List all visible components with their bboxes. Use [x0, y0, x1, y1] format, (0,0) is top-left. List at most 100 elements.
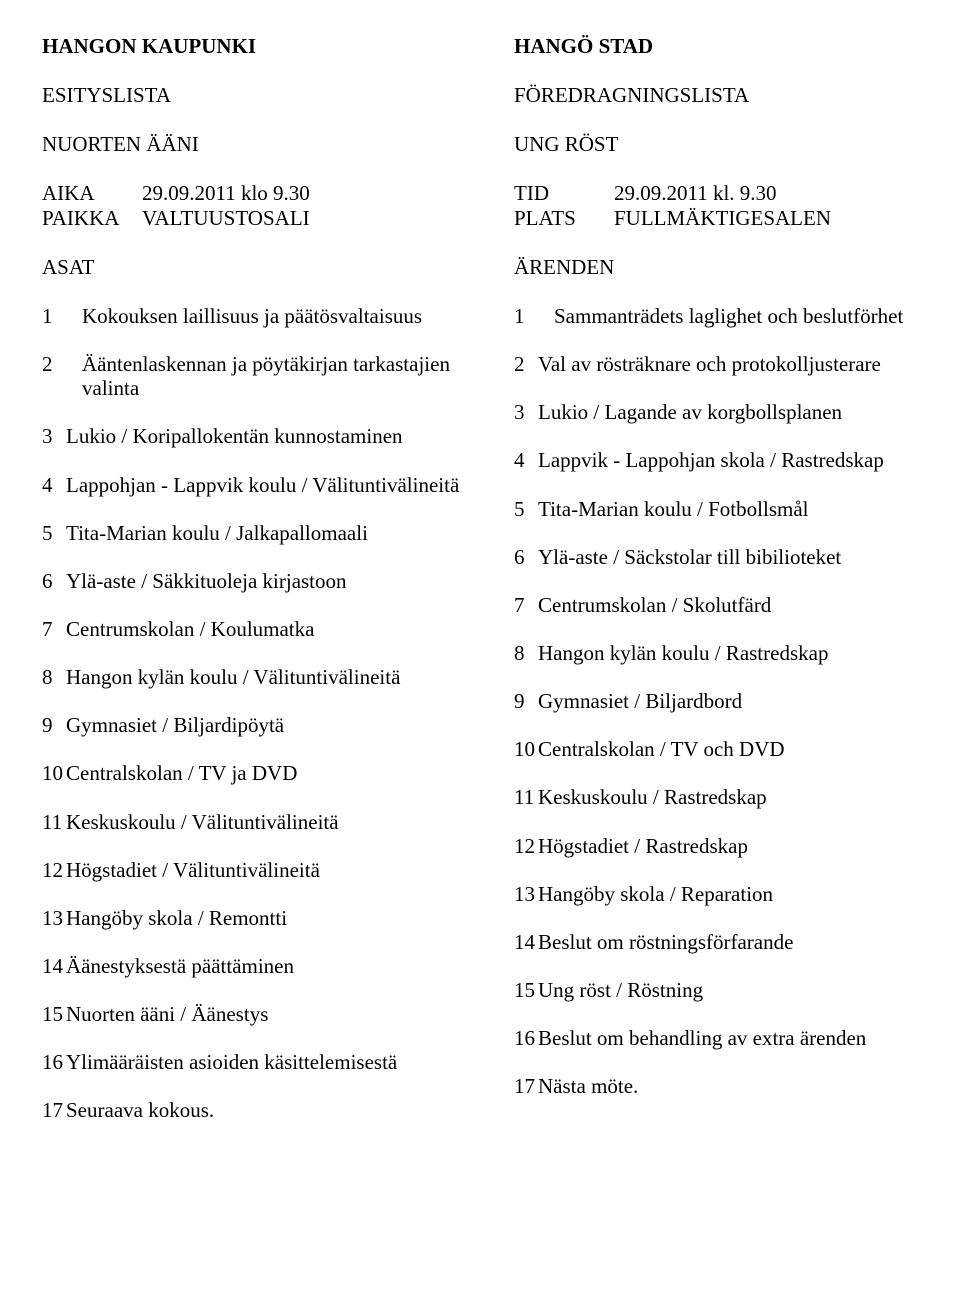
time-value-left: 29.09.2011 klo 9.30 — [142, 181, 310, 206]
time-value-right: 29.09.2011 kl. 9.30 — [614, 181, 777, 206]
agenda-item-text: Seuraava kokous. — [66, 1098, 494, 1122]
agenda-item: 7Centrumskolan / Koulumatka — [42, 617, 494, 641]
agenda-item: 6Ylä-aste / Säckstolar till bibilioteket — [514, 545, 904, 569]
column-left: HANGON KAUPUNKI ESITYSLISTA NUORTEN ÄÄNI… — [42, 34, 514, 1147]
agenda-item-number: 2 — [42, 352, 66, 400]
agenda-item: 12Högstadiet / Välituntivälineitä — [42, 858, 494, 882]
agenda-item-text: Hangöby skola / Reparation — [538, 882, 904, 906]
agenda-item-text: Ylä-aste / Säckstolar till bibilioteket — [538, 545, 904, 569]
agenda-item-number: 11 — [514, 785, 538, 809]
agenda-item-number: 10 — [42, 761, 66, 785]
agenda-item-number: 6 — [514, 545, 538, 569]
agenda-item-text: Högstadiet / Rastredskap — [538, 834, 904, 858]
agenda-item-number: 1 — [514, 304, 538, 328]
agenda-item-number: 8 — [514, 641, 538, 665]
agenda-item-text: Nuorten ääni / Äänestys — [66, 1002, 494, 1026]
place-value-right: FULLMÄKTIGESALEN — [614, 206, 831, 231]
place-row-right: PLATS FULLMÄKTIGESALEN — [514, 206, 904, 231]
agenda-item-number: 3 — [42, 424, 66, 448]
agenda-item-number: 7 — [42, 617, 66, 641]
column-right: HANGÖ STAD FÖREDRAGNINGSLISTA UNG RÖST T… — [514, 34, 904, 1147]
agenda-item-text: Ylä-aste / Säkkituoleja kirjastoon — [66, 569, 494, 593]
agenda-item: 3Lukio / Koripallokentän kunnostaminen — [42, 424, 494, 448]
doc-type-right: FÖREDRAGNINGSLISTA — [514, 83, 904, 108]
agenda-item-number: 9 — [514, 689, 538, 713]
agenda-item-number: 7 — [514, 593, 538, 617]
agenda-item: 10Centralskolan / TV och DVD — [514, 737, 904, 761]
agenda-item-text: Hangon kylän koulu / Rastredskap — [538, 641, 904, 665]
agenda-item-number: 9 — [42, 713, 66, 737]
page: HANGON KAUPUNKI ESITYSLISTA NUORTEN ÄÄNI… — [0, 0, 960, 1294]
agenda-item-text: Keskuskoulu / Välituntivälineitä — [66, 810, 494, 834]
agenda-item-number: 5 — [42, 521, 66, 545]
agenda-item: 3Lukio / Lagande av korgbollsplanen — [514, 400, 904, 424]
agenda-item-text: Keskuskoulu / Rastredskap — [538, 785, 904, 809]
agenda-item-number: 10 — [514, 737, 538, 761]
place-value-left: VALTUUSTOSALI — [142, 206, 310, 231]
agenda-item-number: 17 — [514, 1074, 538, 1098]
agenda-item: 17Nästa möte. — [514, 1074, 904, 1098]
agenda-item-text: Lukio / Lagande av korgbollsplanen — [538, 400, 904, 424]
agenda-item: 7Centrumskolan / Skolutfärd — [514, 593, 904, 617]
agenda-item-text: Centralskolan / TV och DVD — [538, 737, 904, 761]
agenda-item-text: Ylimääräisten asioiden käsittelemisestä — [66, 1050, 494, 1074]
time-row-left: AIKA 29.09.2011 klo 9.30 — [42, 181, 494, 206]
agenda-item-text: Hangöby skola / Remontti — [66, 906, 494, 930]
agenda-item: 14Beslut om röstningsförfarande — [514, 930, 904, 954]
agenda-item-number: 5 — [514, 497, 538, 521]
agenda-item-text: Gymnasiet / Biljardipöytä — [66, 713, 494, 737]
agenda-item-text: Lappvik - Lappohjan skola / Rastredskap — [538, 448, 904, 472]
agenda-item-text: Hangon kylän koulu / Välituntivälineitä — [66, 665, 494, 689]
agenda-item-text: Sammanträdets laglighet och beslutförhet — [538, 304, 904, 328]
agenda-item: 11Keskuskoulu / Välituntivälineitä — [42, 810, 494, 834]
agenda-item-text: Tita-Marian koulu / Jalkapallomaali — [66, 521, 494, 545]
agenda-item-text: Äänestyksestä päättäminen — [66, 954, 494, 978]
place-label-right: PLATS — [514, 206, 614, 231]
agenda-item-number: 13 — [514, 882, 538, 906]
agenda-item: 8Hangon kylän koulu / Välituntivälineitä — [42, 665, 494, 689]
agenda-item-number: 17 — [42, 1098, 66, 1122]
agenda-item-number: 12 — [514, 834, 538, 858]
agenda-item-text: Nästa möte. — [538, 1074, 904, 1098]
agenda-item: 12Högstadiet / Rastredskap — [514, 834, 904, 858]
group-name-left: NUORTEN ÄÄNI — [42, 132, 494, 157]
agenda-item-number: 15 — [514, 978, 538, 1002]
agenda-item-number: 4 — [514, 448, 538, 472]
agenda-item-number: 14 — [42, 954, 66, 978]
agenda-item-text: Centrumskolan / Skolutfärd — [538, 593, 904, 617]
agenda-list-right: 1Sammanträdets laglighet och beslutförhe… — [514, 304, 904, 1098]
agenda-item-number: 12 — [42, 858, 66, 882]
agenda-item: 4Lappvik - Lappohjan skola / Rastredskap — [514, 448, 904, 472]
agenda-item-text: Val av rösträknare och protokolljusterar… — [538, 352, 904, 376]
agenda-item-text: Beslut om behandling av extra ärenden — [538, 1026, 904, 1050]
agenda-item: 9Gymnasiet / Biljardipöytä — [42, 713, 494, 737]
agenda-item: 2Ääntenlaskennan ja pöytäkirjan tarkasta… — [42, 352, 494, 400]
agenda-item-text: Högstadiet / Välituntivälineitä — [66, 858, 494, 882]
agenda-item: 5Tita-Marian koulu / Fotbollsmål — [514, 497, 904, 521]
agenda-item-number: 14 — [514, 930, 538, 954]
time-label-right: TID — [514, 181, 614, 206]
agenda-item-text: Lukio / Koripallokentän kunnostaminen — [66, 424, 494, 448]
agenda-item: 16Ylimääräisten asioiden käsittelemisest… — [42, 1050, 494, 1074]
two-columns: HANGON KAUPUNKI ESITYSLISTA NUORTEN ÄÄNI… — [42, 34, 904, 1147]
agenda-item-number: 11 — [42, 810, 66, 834]
time-row-right: TID 29.09.2011 kl. 9.30 — [514, 181, 904, 206]
agenda-item: 13Hangöby skola / Reparation — [514, 882, 904, 906]
agenda-item: 1Kokouksen laillisuus ja päätösvaltaisuu… — [42, 304, 494, 328]
agenda-item: 5Tita-Marian koulu / Jalkapallomaali — [42, 521, 494, 545]
agenda-item-text: Lappohjan - Lappvik koulu / Välituntiväl… — [66, 473, 494, 497]
agenda-item-text: Gymnasiet / Biljardbord — [538, 689, 904, 713]
time-label-left: AIKA — [42, 181, 142, 206]
agenda-item-number: 13 — [42, 906, 66, 930]
agenda-item-text: Beslut om röstningsförfarande — [538, 930, 904, 954]
agenda-item: 17Seuraava kokous. — [42, 1098, 494, 1122]
section-title-right: ÄRENDEN — [514, 255, 904, 280]
agenda-item-number: 16 — [514, 1026, 538, 1050]
agenda-item: 14Äänestyksestä päättäminen — [42, 954, 494, 978]
agenda-item-text: Centrumskolan / Koulumatka — [66, 617, 494, 641]
agenda-item-number: 4 — [42, 473, 66, 497]
agenda-item: 9Gymnasiet / Biljardbord — [514, 689, 904, 713]
agenda-item: 15Ung röst / Röstning — [514, 978, 904, 1002]
agenda-item: 13Hangöby skola / Remontti — [42, 906, 494, 930]
place-label-left: PAIKKA — [42, 206, 142, 231]
